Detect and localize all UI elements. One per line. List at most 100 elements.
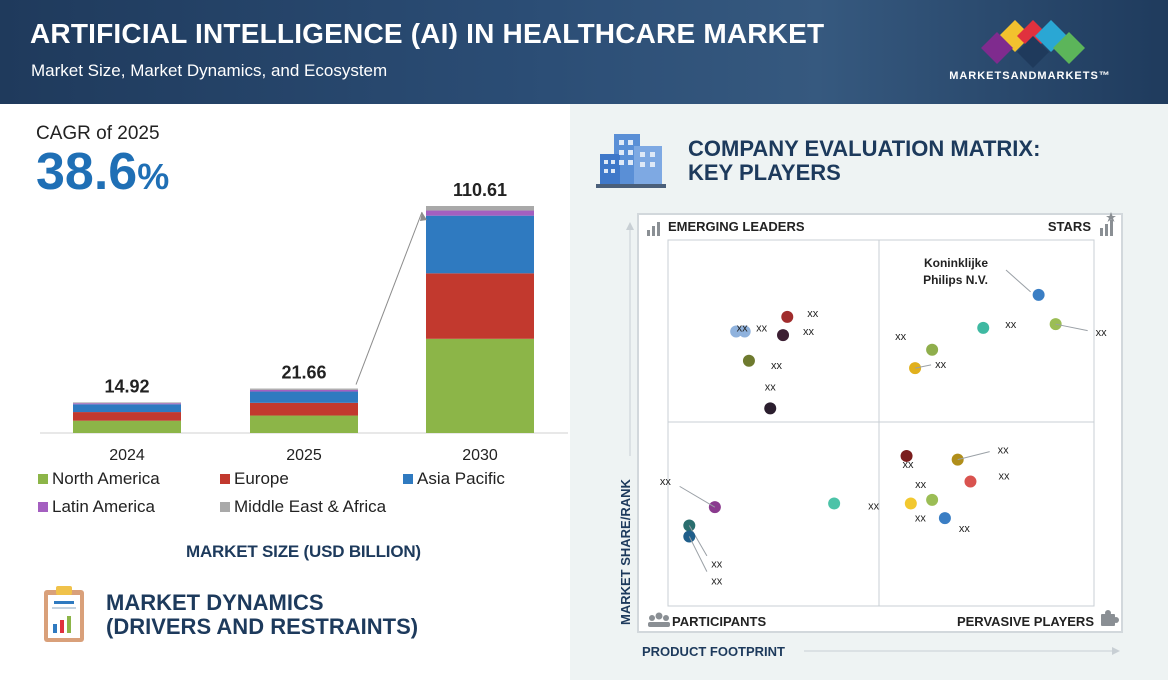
bar-2024-europe: [73, 412, 181, 421]
bar-total-label: 14.92: [104, 376, 149, 396]
bar-2025-latin-america: [250, 389, 358, 392]
company-label: xx: [660, 476, 672, 488]
cagr-unit: %: [137, 156, 170, 197]
company-label: xx: [868, 501, 880, 513]
leader-line: [688, 525, 708, 557]
company-point[interactable]: [828, 497, 841, 510]
market-dynamics-line2: (DRIVERS AND RESTRAINTS): [106, 614, 419, 639]
company-point[interactable]: [738, 325, 751, 338]
category-label: 2025: [286, 447, 322, 464]
legend-swatch: [220, 502, 230, 512]
quadrant-participants: PARTICIPANTS: [672, 614, 766, 629]
logo-text: MARKETSANDMARKETS™: [949, 70, 1111, 82]
legend-swatch: [403, 474, 413, 484]
company-point[interactable]: [683, 519, 696, 532]
page-title: ARTIFICIAL INTELLIGENCE (AI) IN HEALTHCA…: [30, 18, 825, 49]
matrix-title-line2: KEY PLAYERS: [688, 160, 841, 185]
category-label: 2030: [462, 447, 498, 464]
bar-2030-north-america: [426, 338, 534, 433]
company-label: xx: [765, 381, 777, 393]
legend-middle-east-africa: Middle East & Africa: [220, 497, 386, 517]
market-size-label: MARKET SIZE (USD BILLION): [186, 542, 421, 561]
buildings-icon: [596, 134, 666, 188]
company-point[interactable]: [977, 321, 990, 334]
legend-label: Asia Pacific: [417, 469, 505, 488]
company-label: xx: [915, 513, 927, 525]
cagr-label: CAGR of 2025: [36, 123, 160, 144]
legend-europe: Europe: [220, 469, 289, 489]
bar-2030-middle-east-africa: [426, 206, 534, 211]
bar-2024-north-america: [73, 420, 181, 433]
company-point[interactable]: [777, 329, 790, 342]
y-axis-arrowhead: [626, 222, 634, 230]
company-point[interactable]: [764, 402, 777, 415]
company-point[interactable]: [781, 310, 794, 323]
leader-line: [679, 485, 716, 508]
company-label: xx: [807, 308, 819, 320]
legend-latin-america: Latin America: [38, 497, 155, 517]
header-banner: ARTIFICIAL INTELLIGENCE (AI) IN HEALTHCA…: [0, 0, 1168, 104]
company-label: xx: [711, 558, 723, 570]
page-subtitle: Market Size, Market Dynamics, and Ecosys…: [31, 61, 388, 80]
company-label: xx: [711, 575, 723, 587]
brand-logo[interactable]: MARKETSANDMARKETS™: [938, 18, 1128, 88]
company-point[interactable]: [730, 325, 743, 338]
logo-diamonds-icon: [981, 20, 1085, 68]
x-axis-label: PRODUCT FOOTPRINT: [642, 644, 785, 659]
x-axis-arrowhead: [1112, 647, 1120, 655]
matrix-title-line1: COMPANY EVALUATION MATRIX:: [688, 136, 1041, 161]
puzzle-icon: [1101, 610, 1119, 626]
y-axis-label: MARKET SHARE/RANK: [618, 479, 633, 626]
company-point[interactable]: [904, 497, 917, 510]
company-label: xx: [998, 445, 1010, 457]
company-point[interactable]: [900, 449, 913, 462]
bar-2025-europe: [250, 402, 358, 416]
company-point[interactable]: [964, 475, 977, 488]
company-label: xx: [903, 459, 915, 471]
company-label: xx: [1096, 327, 1108, 339]
growth-arrow: [355, 211, 423, 385]
legend-swatch: [38, 502, 48, 512]
company-point[interactable]: [742, 354, 755, 367]
legend-label: Latin America: [52, 497, 155, 516]
leader-line: [957, 451, 990, 461]
market-size-chart: 14.92 2024 21.66 2025 110.61 2030: [40, 180, 568, 464]
company-label: xx: [998, 471, 1010, 483]
quadrant-emerging-leaders: EMERGING LEADERS: [668, 219, 805, 234]
company-point[interactable]: [1032, 288, 1045, 301]
company-point[interactable]: [909, 362, 922, 375]
company-label: xx: [935, 359, 947, 371]
leader-line: [688, 536, 708, 572]
leader-line: [1005, 269, 1031, 293]
bar-2030-latin-america: [426, 210, 534, 216]
legend-label: Europe: [234, 469, 289, 488]
company-label: xx: [756, 323, 768, 335]
company-label: xx: [959, 523, 971, 535]
market-dynamics-title[interactable]: MARKET DYNAMICS (DRIVERS AND RESTRAINTS): [106, 591, 418, 639]
company-point[interactable]: [683, 530, 696, 543]
legend-label: Middle East & Africa: [234, 497, 387, 516]
bar-2025-middle-east-africa: [250, 388, 358, 390]
bar-2025-north-america: [250, 415, 358, 433]
company-label: xx: [915, 479, 927, 491]
evaluation-matrix: EMERGING LEADERS STARS PARTICIPANTS PERV…: [618, 212, 1123, 659]
bar-2024-middle-east-africa: [73, 402, 181, 404]
company-point[interactable]: [926, 493, 939, 506]
emerging-leaders-icon: [647, 222, 660, 236]
bar-2030-europe: [426, 273, 534, 339]
matrix-title: COMPANY EVALUATION MATRIX: KEY PLAYERS: [688, 137, 1040, 185]
company-point[interactable]: [938, 512, 951, 525]
legend-swatch: [220, 474, 230, 484]
company-label: xx: [771, 360, 783, 372]
leader-line: [914, 364, 932, 369]
company-label: xx: [803, 326, 815, 338]
bar-2025-asia-pacific: [250, 391, 358, 403]
bar-2030-asia-pacific: [426, 215, 534, 274]
company-point[interactable]: [926, 343, 939, 356]
leader-line: [1055, 323, 1088, 332]
company-label: xx: [895, 331, 907, 343]
cagr-value: 38.6%: [36, 142, 169, 202]
cagr-number: 38.6: [36, 143, 138, 201]
quadrant-pervasive-players: PERVASIVE PLAYERS: [957, 614, 1094, 629]
